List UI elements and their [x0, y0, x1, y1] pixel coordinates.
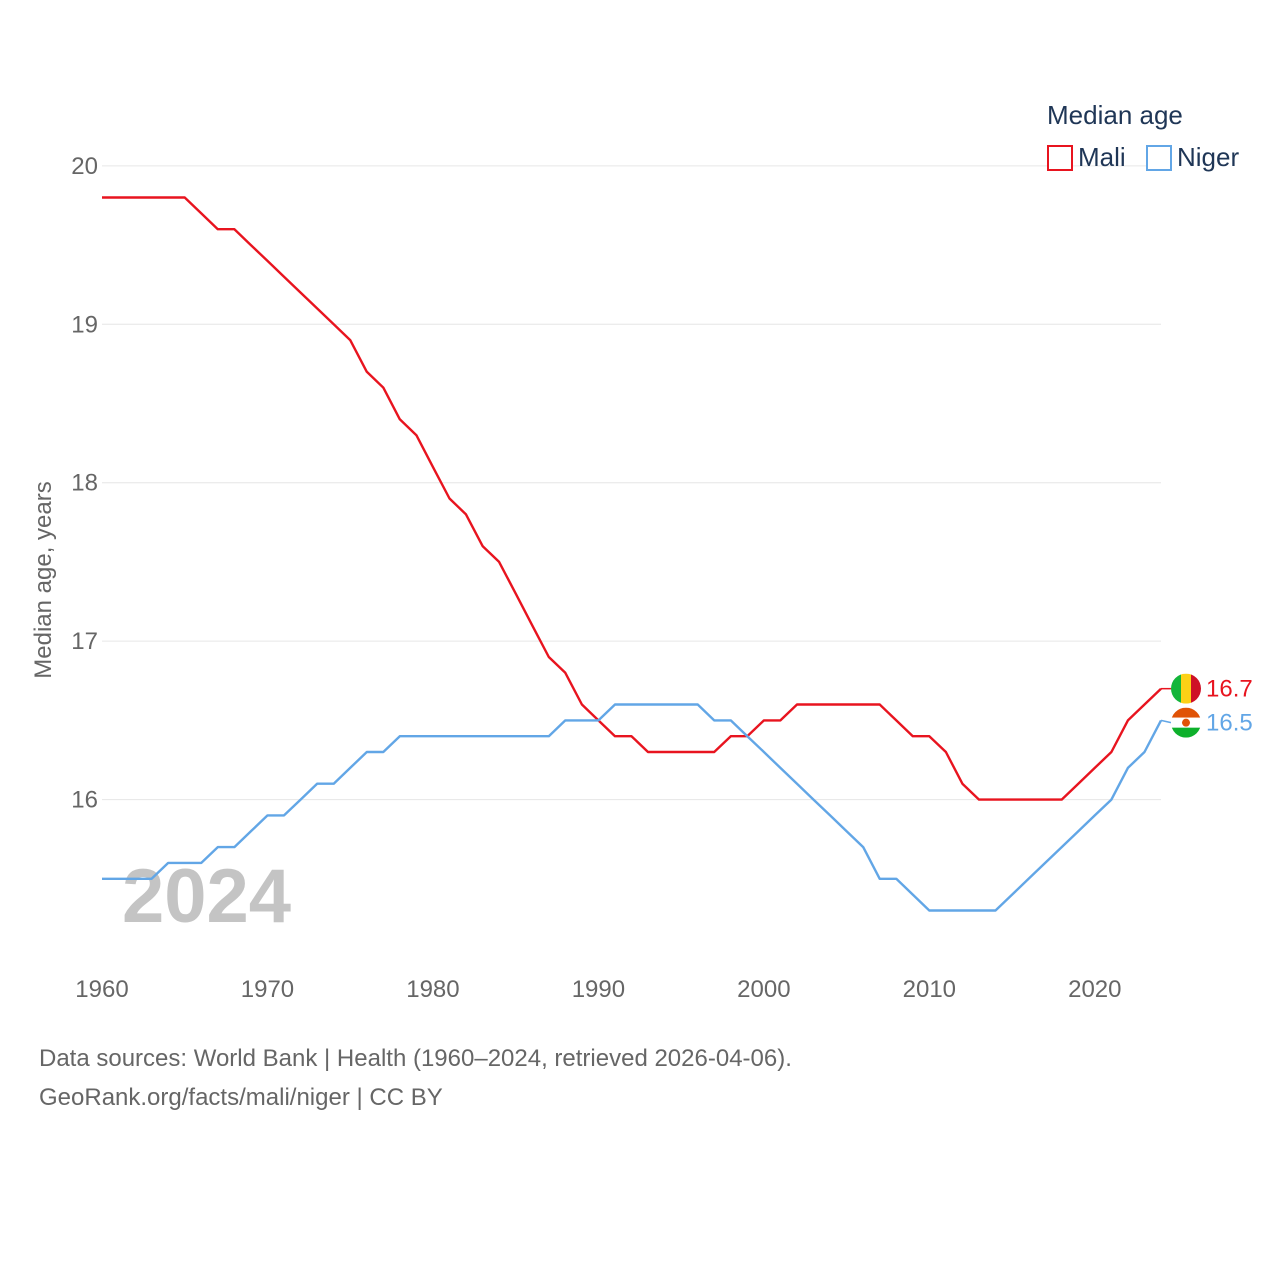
legend-swatch-mali[interactable]: [1047, 145, 1073, 171]
y-axis-ticks: 16 17 18 19 20: [71, 153, 98, 814]
end-value-niger: 16.5: [1206, 710, 1253, 737]
x-tick-label: 1960: [75, 976, 128, 1003]
y-tick-label: 18: [71, 470, 98, 497]
y-tick-label: 16: [71, 787, 98, 814]
x-axis-ticks: 1960 1970 1980 1990 2000 2010 2020: [75, 976, 1121, 1003]
credit-link[interactable]: GeoRank.org/facts/mali/niger | CC BY: [39, 1084, 443, 1111]
y-axis-label: Median age, years: [30, 481, 57, 678]
legend: Median age Mali Niger: [1047, 100, 1239, 172]
x-tick-label: 1990: [572, 976, 625, 1003]
x-tick-label: 2000: [737, 976, 790, 1003]
data-sources-note: Data sources: World Bank | Health (1960–…: [39, 1045, 792, 1072]
y-tick-label: 19: [71, 311, 98, 338]
legend-label-niger[interactable]: Niger: [1177, 142, 1239, 172]
mali-flag-icon: [1171, 673, 1201, 704]
x-tick-label: 2010: [903, 976, 956, 1003]
end-value-mali: 16.7: [1206, 676, 1253, 703]
legend-swatch-niger[interactable]: [1146, 145, 1172, 171]
legend-label-mali[interactable]: Mali: [1078, 142, 1126, 172]
x-tick-label: 1980: [406, 976, 459, 1003]
x-tick-label: 2020: [1068, 976, 1121, 1003]
y-tick-label: 20: [71, 153, 98, 180]
series-end-markers: 16.7 16.5: [1160, 673, 1253, 738]
series-line-mali[interactable]: [102, 196, 1162, 801]
series-line-niger[interactable]: [102, 703, 1163, 912]
y-tick-label: 17: [71, 628, 98, 655]
legend-title: Median age: [1047, 100, 1183, 130]
year-watermark: 2024: [122, 854, 291, 939]
niger-flag-icon: [1171, 707, 1201, 738]
series-lines: [102, 196, 1163, 912]
end-connector: [1160, 719, 1172, 724]
x-tick-label: 1970: [241, 976, 294, 1003]
